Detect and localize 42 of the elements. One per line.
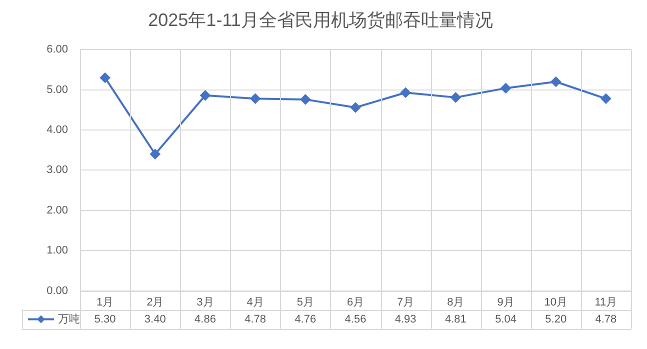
data-label: 3.40 [144,313,166,326]
point [300,94,310,104]
chart-title: 2025年1-11月全省民用机场货邮吞吐量情况 [148,10,493,30]
y-tick-label: 4.00 [46,124,68,136]
point [350,102,360,112]
x-tick-label: 9月 [497,296,514,308]
x-tick-label: 7月 [397,296,414,308]
data-label: 4.78 [244,313,266,326]
point [200,90,210,100]
point [550,76,561,87]
data-label: 4.86 [194,313,216,326]
point [100,72,110,83]
point [250,94,260,104]
x-tick-label: 5月 [296,296,314,308]
data-label: 5.04 [495,313,516,326]
data-label: 4.81 [444,313,466,326]
x-tick-label: 2月 [146,296,164,308]
x-tick-label: 6月 [346,296,364,308]
x-tick-label: 3月 [196,296,214,308]
point [400,88,411,98]
point [600,94,611,104]
x-tick-label: 10月 [544,296,568,308]
data-label: 4.56 [344,313,366,326]
y-tick-label: 3.00 [46,164,68,176]
data-label: 4.78 [595,313,617,326]
y-tick-label: 0.00 [46,284,68,297]
y-tick-label: 2.00 [46,204,68,216]
x-tick-label: 8月 [447,296,464,308]
data-label: 5.30 [94,313,116,326]
point [450,92,461,102]
x-tick-label: 1月 [96,296,114,308]
legend-label: 万吨 [58,312,80,326]
data-label: 4.93 [394,313,416,326]
point [500,83,511,94]
x-tick-label: 11月 [594,296,618,308]
y-tick-label: 6.00 [46,44,68,56]
data-label: 4.76 [294,313,316,326]
point [150,149,160,160]
x-tick-label: 4月 [246,296,264,308]
y-tick-label: 5.00 [46,84,68,96]
data-label: 5.20 [545,313,567,326]
y-tick-label: 1.00 [46,244,68,257]
